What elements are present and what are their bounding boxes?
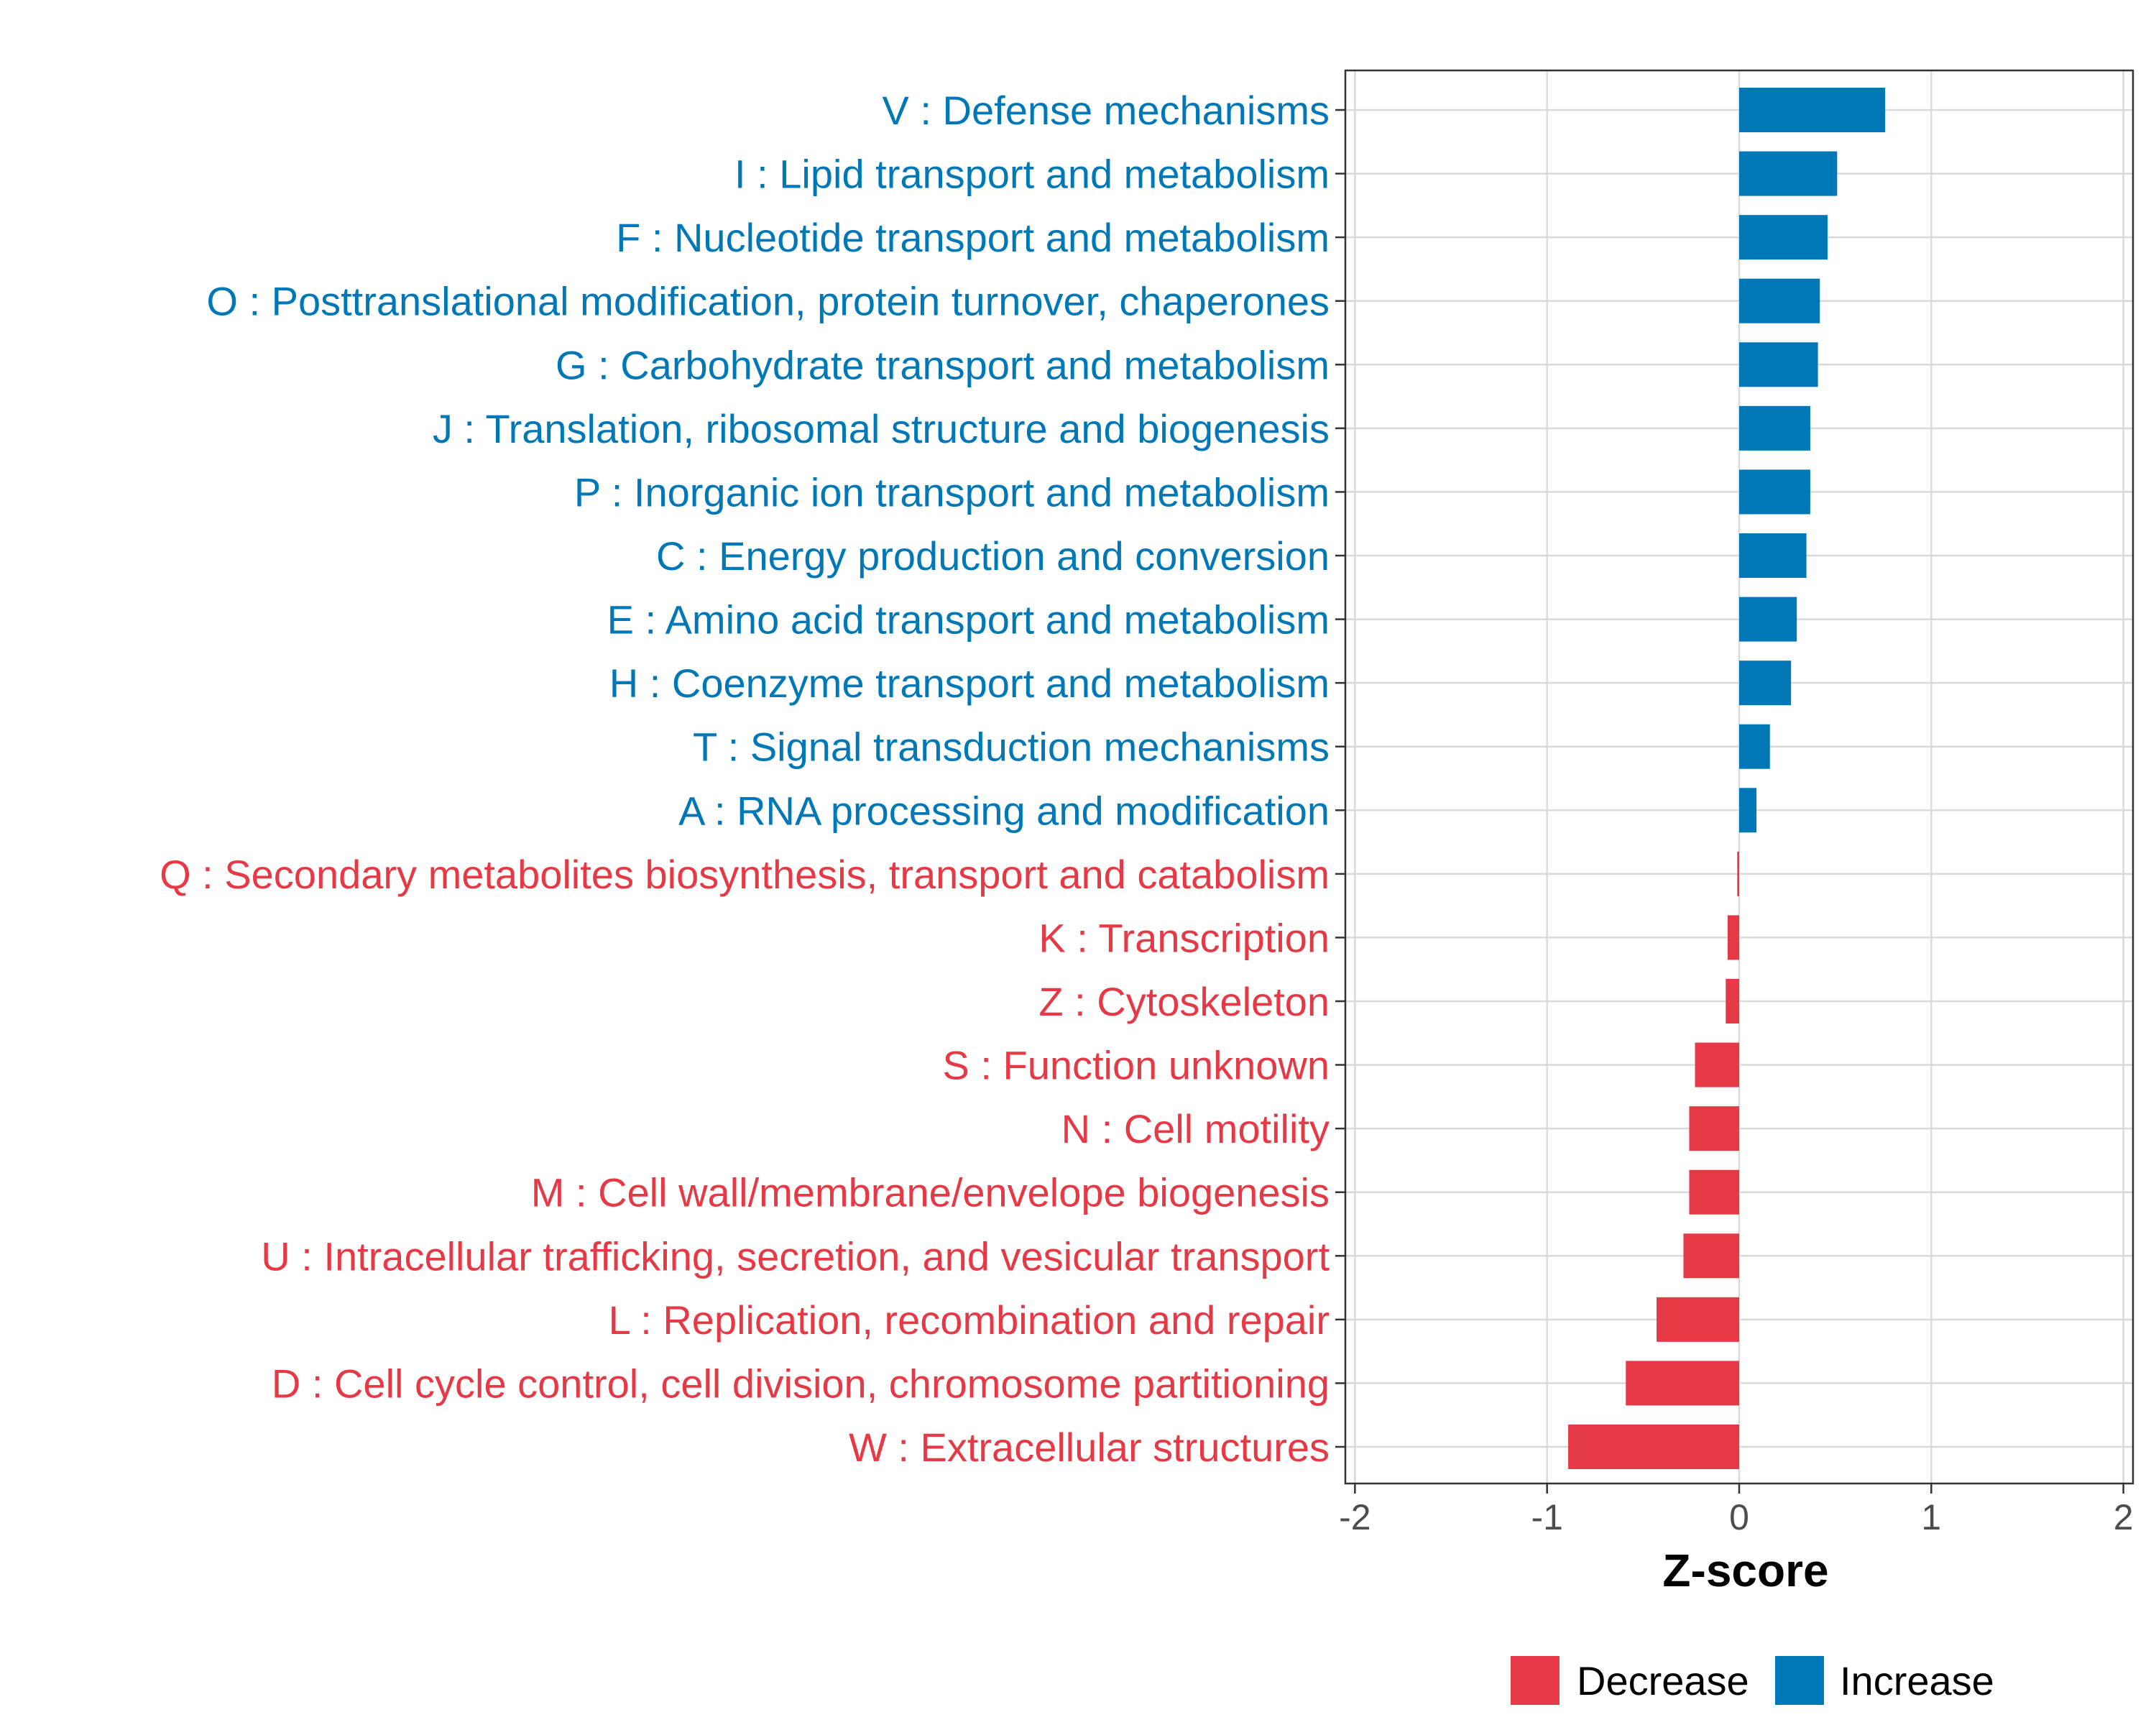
bar xyxy=(1739,533,1807,578)
bar xyxy=(1695,1042,1739,1087)
y-axis-ticks xyxy=(1335,109,1345,1448)
category-label: C : Energy production and conversion xyxy=(656,533,1330,579)
bar xyxy=(1568,1425,1739,1469)
bar xyxy=(1739,469,1810,515)
category-label: O : Posttranslational modification, prot… xyxy=(206,279,1330,324)
category-label: E : Amino acid transport and metabolism xyxy=(607,597,1330,643)
category-label: Q : Secondary metabolites biosynthesis, … xyxy=(160,852,1330,897)
bar xyxy=(1737,851,1739,896)
bar xyxy=(1739,724,1770,769)
category-label: T : Signal transduction mechanisms xyxy=(693,724,1330,770)
category-label: G : Carbohydrate transport and metabolis… xyxy=(556,342,1330,387)
bar xyxy=(1739,788,1757,833)
bar xyxy=(1657,1297,1739,1342)
category-label: V : Defense mechanisms xyxy=(883,88,1330,133)
bar xyxy=(1739,405,1810,451)
category-label: K : Transcription xyxy=(1038,915,1330,960)
x-tick-label: -2 xyxy=(1339,1497,1370,1537)
legend-swatch xyxy=(1511,1656,1560,1705)
category-label: U : Intracellular trafficking, secretion… xyxy=(261,1233,1330,1279)
category-label: J : Translation, ribosomal structure and… xyxy=(433,406,1330,451)
bar xyxy=(1739,215,1828,260)
category-label: M : Cell wall/membrane/envelope biogenes… xyxy=(531,1170,1330,1215)
category-label: F : Nucleotide transport and metabolism xyxy=(616,215,1330,260)
legend-label: Decrease xyxy=(1577,1658,1749,1703)
category-label: L : Replication, recombination and repai… xyxy=(609,1297,1330,1343)
bar xyxy=(1683,1233,1739,1279)
bars xyxy=(1568,88,1886,1469)
legend-swatch xyxy=(1775,1656,1824,1705)
bar xyxy=(1739,151,1838,196)
bar xyxy=(1739,597,1797,642)
x-tick-label: 2 xyxy=(2114,1497,2134,1537)
bar xyxy=(1726,979,1739,1024)
category-labels: V : Defense mechanisms I : Lipid transpor… xyxy=(160,88,1330,1470)
bar xyxy=(1739,661,1792,706)
bar xyxy=(1739,342,1818,387)
category-label: W : Extracellular structures xyxy=(849,1425,1330,1470)
legend: Decrease Increase xyxy=(1511,1656,1994,1705)
category-label: P : Inorganic ion transport and metaboli… xyxy=(574,469,1330,515)
bar xyxy=(1626,1361,1739,1406)
bar xyxy=(1739,88,1886,132)
bar xyxy=(1689,1169,1739,1215)
x-axis-ticks xyxy=(1354,1484,2124,1494)
bar xyxy=(1739,278,1820,323)
category-label: H : Coenzyme transport and metabolism xyxy=(609,661,1330,706)
category-label: S : Function unknown xyxy=(942,1043,1330,1088)
bar xyxy=(1689,1106,1739,1151)
category-label: D : Cell cycle control, cell division, c… xyxy=(272,1361,1330,1406)
category-label: N : Cell motility xyxy=(1061,1106,1330,1151)
legend-label: Increase xyxy=(1840,1658,1994,1703)
x-axis-title: Z-score xyxy=(1662,1545,1828,1596)
x-tick-labels: -2 -1 0 1 2 xyxy=(1339,1497,2133,1537)
x-tick-label: -1 xyxy=(1531,1497,1562,1537)
x-tick-label: 0 xyxy=(1729,1497,1749,1537)
bar xyxy=(1727,915,1739,960)
category-label: Z : Cytoskeleton xyxy=(1038,979,1330,1024)
category-label: I : Lipid transport and metabolism xyxy=(734,152,1330,197)
x-tick-label: 1 xyxy=(1921,1497,1941,1537)
category-label: A : RNA processing and modification xyxy=(678,788,1330,833)
